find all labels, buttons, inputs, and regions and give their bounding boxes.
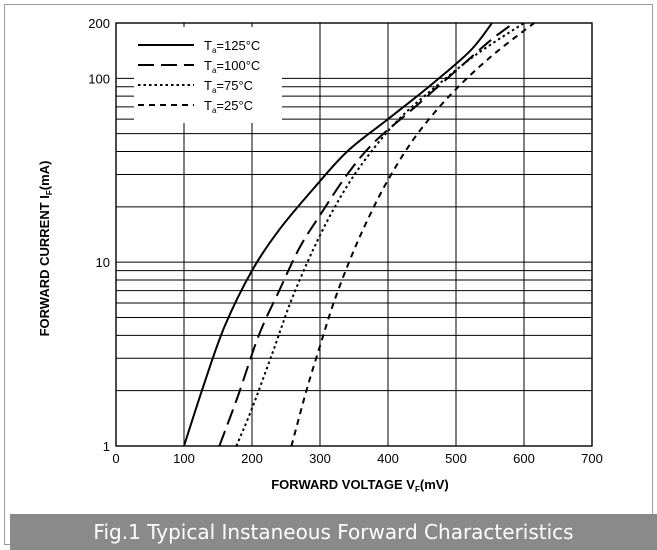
- x-tick-label: 400: [377, 451, 399, 466]
- axes: 0 100 200 300 400 500 600 700 1 10 100 200: [88, 16, 603, 466]
- x-axis-title: FORWARD VOLTAGE VF(mV): [271, 477, 449, 494]
- legend: Ta=125°C Ta=100°C Ta=75°C Ta=25°C: [134, 27, 282, 123]
- series-line: [183, 22, 493, 447]
- x-tick-label: 500: [445, 451, 467, 466]
- y-tick-label: 1: [103, 439, 110, 454]
- x-tick-label: 100: [173, 451, 195, 466]
- x-tick-label: 600: [513, 451, 535, 466]
- series-line: [218, 22, 515, 447]
- plot-border: [115, 22, 593, 447]
- legend-box: [134, 27, 282, 123]
- legend-label: Ta=100°C: [204, 58, 260, 75]
- y-tick-label: 10: [96, 255, 110, 270]
- series-line: [235, 22, 525, 447]
- y-tick-label: 200: [88, 16, 110, 31]
- legend-label: Ta=75°C: [204, 78, 253, 95]
- y-axis-title: FORWARD CURRENT IF(mA): [37, 161, 54, 337]
- figure-frame: 0 100 200 300 400 500 600 700 1 10 100 200 Ta=125°C…: [4, 4, 657, 550]
- legend-label: Ta=125°C: [204, 38, 260, 55]
- x-tick-label: 200: [241, 451, 263, 466]
- figure-caption: Fig.1 Typical Instaneous Forward Charact…: [10, 514, 657, 550]
- x-tick-label: 0: [112, 451, 119, 466]
- x-tick-label: 300: [309, 451, 331, 466]
- curves: [183, 22, 535, 447]
- chart-svg: 0 100 200 300 400 500 600 700 1 10 100 200 Ta=125°C…: [37, 16, 603, 494]
- x-tick-label: 700: [581, 451, 603, 466]
- y-tick-label: 100: [88, 71, 110, 86]
- series-line: [290, 22, 535, 447]
- legend-label: Ta=25°C: [204, 98, 253, 115]
